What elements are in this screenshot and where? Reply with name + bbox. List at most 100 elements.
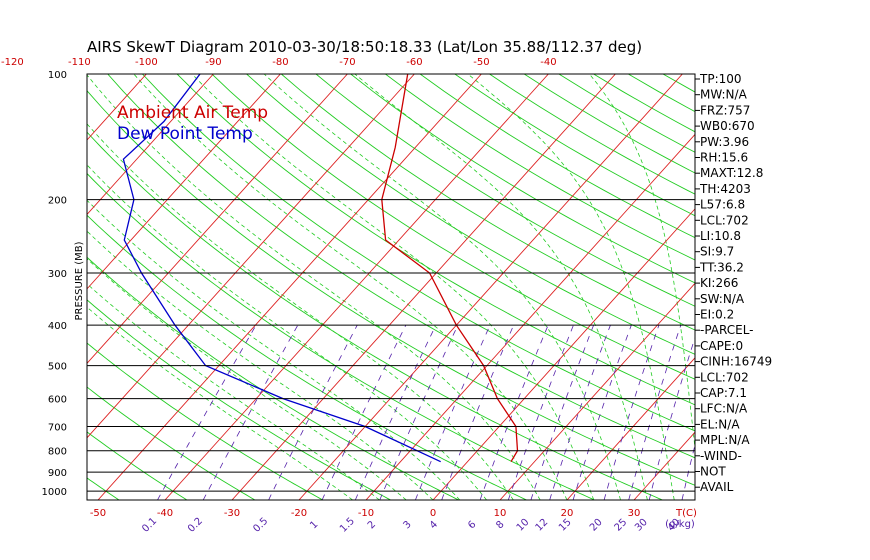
temperature-tick-bottom: 10 — [494, 508, 507, 519]
plot-frame — [86, 73, 696, 501]
dry-adiabat-line — [802, 74, 870, 500]
index-value: KI:266 — [700, 276, 738, 290]
mixing-ratio-tick: 30 — [633, 517, 650, 534]
moist-adiabat-line — [354, 74, 648, 500]
dry-adiabat-line — [87, 342, 324, 500]
index-value: MW:N/A — [700, 88, 748, 102]
temperature-tick-bottom: -50 — [90, 508, 106, 519]
isotherm-line — [231, 74, 616, 500]
dry-adiabat-line — [211, 74, 695, 380]
pressure-tick-label: 600 — [48, 395, 67, 406]
index-value: NOT — [700, 465, 726, 479]
pressure-tick-label: 500 — [48, 362, 67, 373]
mixing-ratio-tick: 20 — [588, 517, 605, 534]
index-value: TH:4203 — [699, 182, 751, 196]
mixing-ratio-line — [648, 336, 695, 500]
mixing-ratio-tick: 2 — [366, 519, 378, 531]
mixing-ratio-line — [202, 325, 299, 500]
pressure-tick-label: 200 — [48, 196, 67, 207]
index-value: PW:3.96 — [700, 135, 749, 149]
index-value: LCL:702 — [700, 370, 749, 384]
dry-adiabat-line — [142, 74, 695, 432]
isotherm-line — [87, 74, 415, 439]
mixing-ratio-line — [354, 325, 437, 500]
x-axis-label: T(C) — [675, 508, 697, 519]
temperature-tick-bottom: -30 — [224, 508, 240, 519]
mixing-ratio-tick: 15 — [557, 517, 574, 534]
moist-adiabat-line — [133, 74, 568, 500]
index-value: EL:N/A — [700, 417, 740, 431]
legend-ambient-air-temp: Ambient Air Temp — [117, 103, 268, 123]
temperature-tick-bottom: 20 — [561, 508, 574, 519]
mixing-ratio-tick: 25 — [613, 517, 630, 534]
index-value: -PARCEL- — [700, 323, 754, 337]
mixing-ratio-line — [628, 325, 682, 500]
mixing-ratio-line — [379, 325, 459, 500]
isotherm-line — [432, 208, 695, 500]
isotherm-line — [365, 133, 695, 500]
isotherm-line — [164, 74, 549, 500]
mixing-ratio-tick: 3 — [401, 519, 413, 531]
mixing-ratio-tick: 6 — [466, 519, 478, 531]
dry-adiabat-line — [87, 386, 256, 500]
index-value: TP:100 — [699, 72, 742, 86]
isotherm-line — [0, 74, 12, 500]
temperature-tick-bottom: 0 — [430, 508, 436, 519]
isotherm-line — [633, 431, 695, 500]
index-value: CAPE:0 — [700, 339, 743, 353]
dry-adiabat-line — [87, 477, 120, 500]
temperature-tick-top: -100 — [135, 57, 158, 68]
isotherm-line — [87, 74, 214, 216]
dry-adiabat-line — [87, 131, 663, 500]
index-value: LI:10.8 — [700, 229, 741, 243]
dry-adiabat-line — [87, 299, 391, 500]
mixing-ratio-line — [268, 325, 358, 500]
temperature-tick-bottom: -20 — [291, 508, 307, 519]
mixing-ratio-line — [415, 325, 491, 500]
moist-adiabat-line — [263, 74, 621, 500]
pressure-tick-label: 100 — [48, 70, 67, 81]
mixing-ratio-line — [603, 325, 660, 500]
dry-adiabat-line — [350, 74, 695, 284]
temperature-tick-top: -90 — [205, 57, 221, 68]
mixing-ratio-tick: 0.2 — [186, 516, 205, 535]
temperature-tick-top: -50 — [473, 57, 489, 68]
dry-adiabat-line — [732, 74, 870, 500]
pressure-tick-label: 800 — [48, 447, 67, 458]
mixing-ratio-tick: 1 — [308, 519, 320, 531]
pressure-tick-label: 400 — [48, 321, 67, 332]
dry-adiabat-line — [246, 74, 695, 355]
chart-title: AIRS SkewT Diagram 2010-03-30/18:50:18.3… — [87, 38, 642, 56]
temperature-tick-top: -120 — [1, 57, 24, 68]
moist-adiabat-line — [191, 74, 595, 500]
index-value: FRZ:757 — [700, 103, 750, 117]
dry-adiabat-line — [315, 74, 695, 307]
index-value: SI:9.7 — [700, 245, 734, 259]
index-value: EI:0.2 — [700, 308, 734, 322]
dry-adiabat-line — [87, 431, 188, 500]
temperature-tick-top: -110 — [68, 57, 91, 68]
index-value: -WIND- — [700, 449, 742, 463]
temperature-tick-bottom: -40 — [157, 508, 173, 519]
moist-adiabat-line — [87, 306, 353, 500]
temperature-tick-top: -80 — [272, 57, 288, 68]
index-value: MAXT:12.8 — [700, 166, 763, 180]
mixing-ratio-tick: 10 — [515, 517, 532, 534]
dry-adiabat-line — [767, 74, 870, 500]
isotherm-line — [87, 74, 281, 290]
isotherm-line — [87, 74, 348, 365]
legend-dew-point-temp: Dew Point Temp — [117, 124, 253, 144]
isotherm-line — [499, 282, 695, 500]
dry-adiabat-line — [489, 74, 695, 195]
pressure-tick-label: 300 — [48, 269, 67, 280]
index-value: WB0:670 — [700, 119, 755, 133]
isotherm-line — [566, 357, 695, 500]
temperature-tick-bottom: -10 — [358, 508, 374, 519]
moist-adiabat-line — [87, 230, 434, 500]
ambient-temp-profile — [381, 74, 519, 463]
index-value: TT:36.2 — [699, 260, 744, 274]
mixing-ratio-line — [507, 325, 574, 500]
